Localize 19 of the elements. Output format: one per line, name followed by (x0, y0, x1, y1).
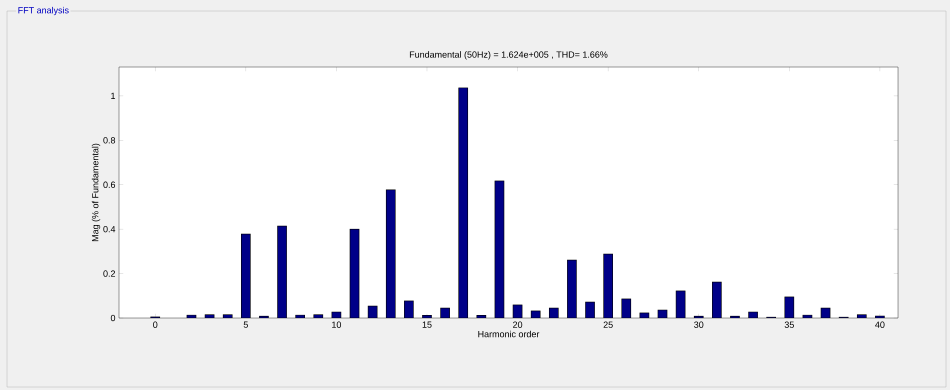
x-tick-label: 10 (332, 322, 342, 328)
chart-subtitle: Fundamental (50Hz) = 1.624e+005 , THD= 1.66% (410, 51, 608, 60)
x-tick-label: 20 (513, 322, 522, 328)
x-tick-label: 25 (604, 322, 613, 328)
x-axis-title: Harmonic order (478, 330, 540, 338)
y-tick-label: 0 (110, 314, 116, 322)
y-tick-label: 0.6 (103, 182, 116, 188)
x-tick-label: 0 (153, 322, 158, 328)
y-tick-label: 1 (111, 92, 116, 99)
x-tick-label: 35 (784, 322, 794, 328)
x-tick-label: 5 (244, 322, 248, 328)
y-axis-title: Mag (% of Fundamental) (92, 144, 100, 242)
text: FFT analysis (18, 6, 69, 16)
x-tick-label: 15 (422, 322, 432, 328)
x-tick-label: 30 (694, 322, 704, 328)
x-tick-label: 40 (875, 322, 885, 328)
y-tick-label: 0.8 (103, 137, 116, 144)
y-tick-label: 0.2 (103, 270, 116, 277)
y-tick-label: 0.4 (103, 226, 116, 232)
